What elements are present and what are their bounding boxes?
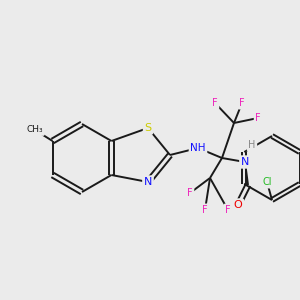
Text: F: F: [239, 98, 245, 108]
Text: S: S: [144, 123, 152, 133]
Text: F: F: [255, 113, 261, 123]
Text: F: F: [225, 205, 231, 215]
Text: F: F: [202, 205, 208, 215]
Text: CH₃: CH₃: [27, 125, 43, 134]
Text: O: O: [234, 200, 242, 210]
Text: N: N: [144, 177, 152, 187]
Text: N: N: [241, 157, 249, 167]
Text: Cl: Cl: [262, 177, 272, 187]
Text: H: H: [248, 140, 256, 150]
Text: F: F: [187, 188, 193, 198]
Text: F: F: [212, 98, 218, 108]
Text: NH: NH: [190, 143, 206, 153]
